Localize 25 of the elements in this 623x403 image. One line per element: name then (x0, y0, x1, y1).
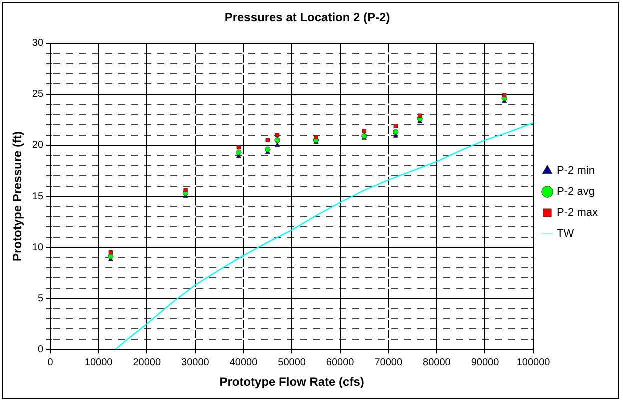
x-tick-label: 50000 (278, 357, 306, 368)
x-tick-label: 40000 (230, 357, 258, 368)
x-tick-label: 90000 (471, 357, 500, 368)
y-tick-label: 10 (32, 242, 44, 254)
x-tick-label: 0 (48, 357, 54, 368)
legend-label: TW (557, 228, 575, 240)
x-tick-label: 80000 (423, 357, 452, 368)
legend-label: P-2 avg (557, 186, 595, 198)
y-tick-label: 5 (38, 293, 44, 304)
y-tick-label: 20 (32, 140, 44, 152)
x-tick-label: 60000 (326, 357, 355, 368)
x-tick-label: 100000 (516, 357, 551, 368)
x-tick-label: 30000 (182, 357, 210, 368)
x-tick-label: 10000 (84, 357, 114, 368)
y-axis-title: Prototype Pressure (ft) (10, 131, 25, 262)
y-tick-label: 30 (32, 38, 44, 50)
x-tick-label: 20000 (133, 357, 162, 368)
x-tick-label: 70000 (374, 357, 403, 368)
y-tick-label: 15 (32, 191, 44, 202)
x-axis-title: Prototype Flow Rate (cfs) (220, 375, 364, 390)
legend-label: P-2 min (557, 165, 595, 178)
chart-title: Pressures at Location 2 (P-2) (224, 10, 390, 25)
y-tick-label: 0 (38, 344, 44, 356)
legend-label: P-2 max (557, 207, 598, 220)
y-tick-label: 25 (32, 89, 44, 100)
